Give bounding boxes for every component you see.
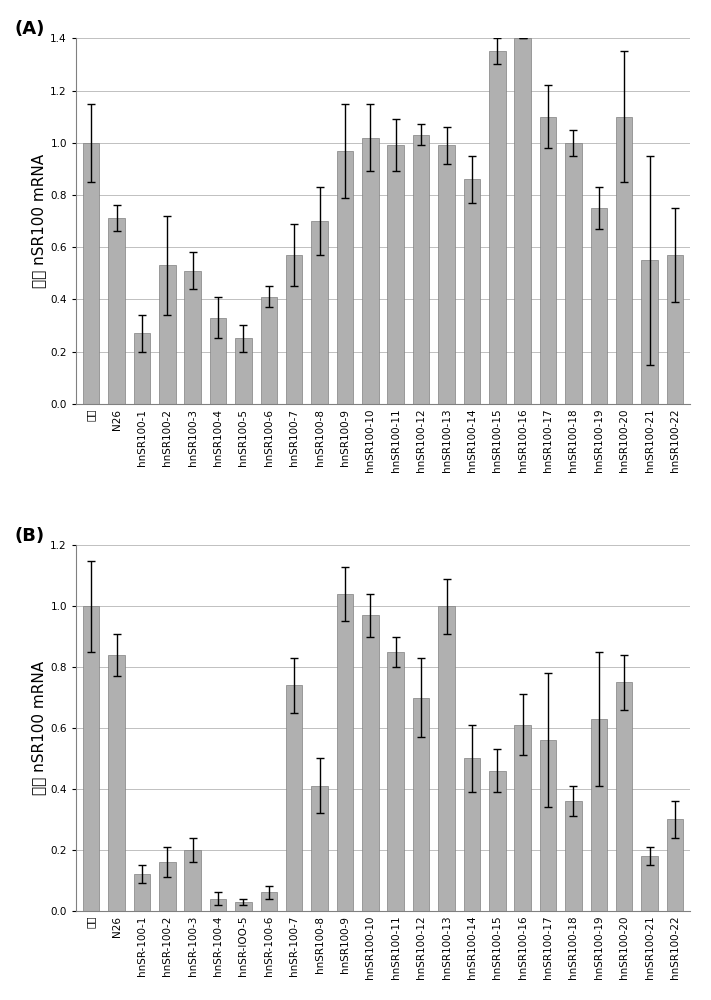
Bar	[514, 38, 531, 404]
Bar	[108, 655, 125, 911]
Bar	[337, 594, 353, 911]
Bar	[134, 333, 150, 404]
Bar	[184, 850, 201, 911]
Bar	[362, 615, 379, 911]
Bar	[134, 874, 150, 911]
Bar	[387, 652, 404, 911]
Bar	[591, 208, 607, 404]
Bar	[438, 145, 455, 404]
Bar	[565, 801, 582, 911]
Bar	[286, 685, 302, 911]
Bar	[514, 725, 531, 911]
Y-axis label: 相対 nSR100 mRNA: 相対 nSR100 mRNA	[31, 661, 46, 795]
Bar	[210, 899, 226, 911]
Bar	[489, 771, 506, 911]
Bar	[464, 179, 480, 404]
Bar	[464, 758, 480, 911]
Text: (B): (B)	[14, 527, 45, 545]
Bar	[108, 218, 125, 404]
Bar	[311, 221, 328, 404]
Bar	[413, 698, 429, 911]
Bar	[387, 145, 404, 404]
Y-axis label: 相対 nSR100 mRNA: 相対 nSR100 mRNA	[31, 154, 46, 288]
Bar	[210, 318, 226, 404]
Bar	[261, 297, 277, 404]
Bar	[489, 51, 506, 404]
Bar	[83, 143, 100, 404]
Bar	[641, 856, 658, 911]
Bar	[184, 271, 201, 404]
Bar	[261, 892, 277, 911]
Bar	[667, 255, 683, 404]
Text: (A): (A)	[14, 20, 45, 38]
Bar	[616, 117, 632, 404]
Bar	[413, 135, 429, 404]
Bar	[337, 151, 353, 404]
Bar	[616, 682, 632, 911]
Bar	[641, 260, 658, 404]
Bar	[667, 819, 683, 911]
Bar	[591, 719, 607, 911]
Bar	[540, 117, 556, 404]
Bar	[286, 255, 302, 404]
Bar	[159, 862, 176, 911]
Bar	[159, 265, 176, 404]
Bar	[311, 786, 328, 911]
Bar	[565, 143, 582, 404]
Bar	[438, 606, 455, 911]
Bar	[235, 902, 252, 911]
Bar	[83, 606, 100, 911]
Bar	[540, 740, 556, 911]
Bar	[235, 338, 252, 404]
Bar	[362, 138, 379, 404]
